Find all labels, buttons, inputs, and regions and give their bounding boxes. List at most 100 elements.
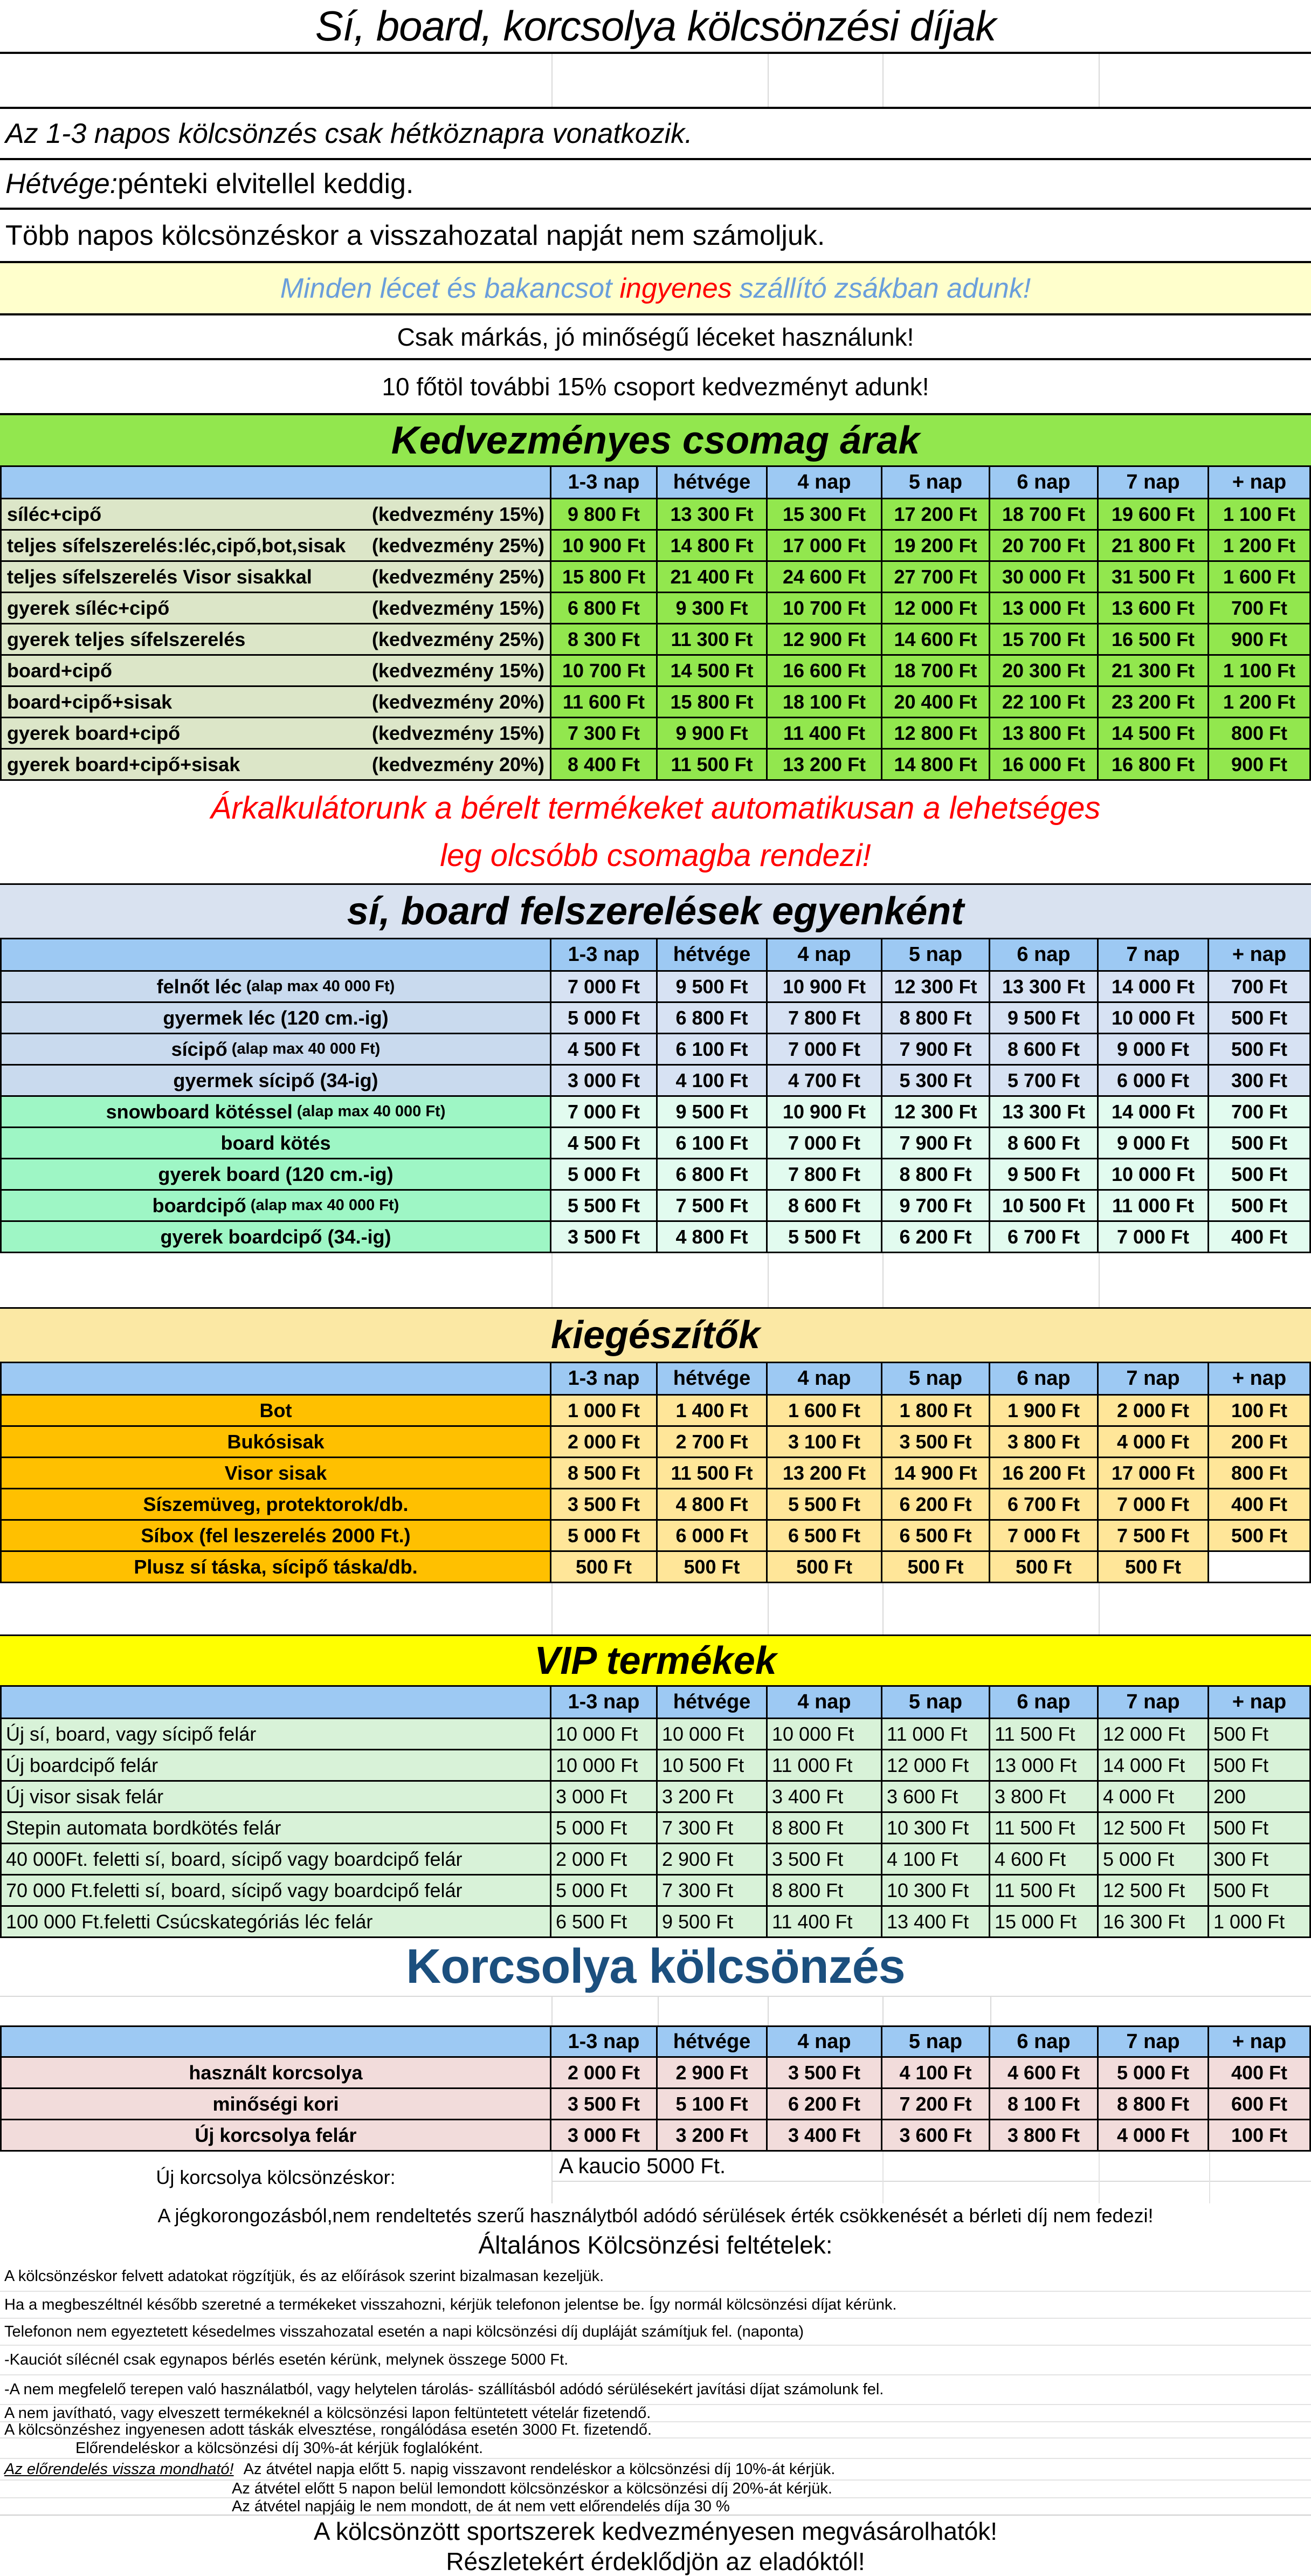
price-cell: 4 000 Ft <box>1099 2120 1209 2152</box>
price-cell: 4 000 Ft <box>1099 1427 1209 1458</box>
table-row: teljes sífelszerelés Visor sisakkal (kedv… <box>0 562 1311 593</box>
row-label: gyerek teljes sífelszerelés (kedvezmény 2… <box>0 624 551 656</box>
deposit-cells: A kaucio 5000 Ft. <box>551 2152 1311 2203</box>
price-cell: 7 900 Ft <box>882 1128 990 1159</box>
price-cell: 1 800 Ft <box>882 1396 990 1427</box>
price-cell: 5 700 Ft <box>990 1066 1099 1097</box>
price-cell: 11 400 Ft <box>768 1907 882 1938</box>
product-name: gyerek board (120 cm.-ig) <box>158 1163 394 1185</box>
condition-line: Az előrendelés vissza mondható! Az átvéte… <box>0 2459 1311 2481</box>
row-label: síléc+cipő (kedvezmény 15%) <box>0 499 551 531</box>
price-cell: 300 Ft <box>1209 1844 1311 1876</box>
table-row: Új boardcipő felár 10 000 Ft 10 500 Ft 11 0… <box>0 1750 1311 1782</box>
closing-note-2: Részletekért érdeklődjön az eladóktól! <box>446 2547 865 2575</box>
price-cell: 7 300 Ft <box>551 718 658 750</box>
price-cell: 9 900 Ft <box>658 718 768 750</box>
table-row: snowboard kötéssel (alap max 40 000 Ft) 7 … <box>0 1097 1311 1128</box>
price-cell: 4 500 Ft <box>551 1128 658 1159</box>
price-cell: 7 000 Ft <box>768 1034 882 1066</box>
product-sub-label: (alap max 40 000 Ft) <box>296 1103 446 1120</box>
price-cell: 6 200 Ft <box>882 1222 990 1253</box>
price-cell: 500 Ft <box>1209 1034 1311 1066</box>
promo-text-1: Minden lécet és bakancsot <box>280 272 612 304</box>
discount-label: (kedvezmény 15%) <box>371 722 544 744</box>
price-cell: 200 Ft <box>1209 1427 1311 1458</box>
table-row: gyerek board (120 cm.-ig) 5 000 Ft 6 800 F… <box>0 1159 1311 1191</box>
price-cell: 5 000 Ft <box>551 1003 658 1034</box>
row-label: board kötés <box>0 1128 551 1159</box>
promo-text-2: szállító zsákban adunk! <box>739 272 1031 304</box>
accessories-table: 1-3 nap hétvége 4 nap 5 nap 6 nap 7 nap + nap B… <box>0 1363 1311 1583</box>
price-cell: 1 600 Ft <box>768 1396 882 1427</box>
price-cell: 17 200 Ft <box>882 499 990 531</box>
condition-line: Az átvétel előtt 5 napon belül lemondott… <box>0 2480 1311 2498</box>
individual-equipment-title: sí, board felszerelések egyenként <box>0 883 1311 939</box>
price-cell: 30 000 Ft <box>990 562 1099 593</box>
column-header: hétvége <box>658 1363 768 1396</box>
column-header: 6 nap <box>990 1687 1099 1719</box>
vip-title: VIP termékek <box>0 1634 1311 1687</box>
price-cell: 27 700 Ft <box>882 562 990 593</box>
gridline <box>658 1997 659 2025</box>
price-cell: 11 500 Ft <box>990 1876 1099 1907</box>
price-cell: 500 Ft <box>1209 1813 1311 1844</box>
price-cell: 6 100 Ft <box>658 1128 768 1159</box>
price-cell: 13 000 Ft <box>990 1750 1099 1782</box>
product-name: board+cipő+sisak <box>7 690 172 713</box>
spacer-row <box>0 1253 1311 1307</box>
price-cell: 21 400 Ft <box>658 562 768 593</box>
price-cell: 500 Ft <box>1209 1128 1311 1159</box>
column-header-blank <box>0 939 551 972</box>
table-row: board+cipő (kedvezmény 15%) 10 700 Ft 14 50… <box>0 656 1311 687</box>
row-label: 40 000Ft. feletti sí, board, sícipő vagy… <box>0 1844 551 1876</box>
price-cell: 500 Ft <box>658 1552 768 1583</box>
table-row: 40 000Ft. feletti sí, board, sícipő vagy… <box>0 1844 1311 1876</box>
price-cell: 11 000 Ft <box>1099 1191 1209 1222</box>
row-label: board+cipő+sisak (kedvezmény 20%) <box>0 687 551 718</box>
table-row: teljes sífelszerelés:léc,cipő,bot,sisak (… <box>0 531 1311 562</box>
price-cell: 3 100 Ft <box>768 1427 882 1458</box>
table-header-row: 1-3 nap hétvége 4 nap 5 nap 6 nap 7 nap + nap <box>0 1363 1311 1396</box>
page-title: Sí, board, korcsolya kölcsönzési díjak <box>315 2 997 50</box>
price-cell: 600 Ft <box>1209 2089 1311 2120</box>
table-row: gyerek boardcipő (34.-ig) 3 500 Ft 4 800 F… <box>0 1222 1311 1253</box>
price-cell: 400 Ft <box>1209 1489 1311 1521</box>
price-cell: 4 100 Ft <box>658 1066 768 1097</box>
discount-label: (kedvezmény 20%) <box>371 690 544 713</box>
column-header: 5 nap <box>882 939 990 972</box>
row-label: Új visor sisak felár <box>0 1782 551 1813</box>
hockey-damage-note: A jégkorongozásból,nem rendeltetés szerű… <box>157 2204 1154 2227</box>
price-cell: 900 Ft <box>1209 750 1311 781</box>
table-row: gyerek teljes sífelszerelés (kedvezmény 2… <box>0 624 1311 656</box>
table-row: Bukósisak 2 000 Ft 2 700 Ft 3 100 Ft 3 500 F… <box>0 1427 1311 1458</box>
price-cell: 2 700 Ft <box>658 1427 768 1458</box>
note-group-discount: 10 főtöl további 15% csoport kedvezményt… <box>0 360 1311 415</box>
column-header-blank <box>0 1363 551 1396</box>
price-cell: 10 300 Ft <box>882 1876 990 1907</box>
note-weekend-rest: pénteki elvitellel keddig. <box>118 168 414 200</box>
price-cell: 3 800 Ft <box>990 2120 1099 2152</box>
price-cell: 700 Ft <box>1209 972 1311 1003</box>
table-row: síléc+cipő (kedvezmény 15%) 9 800 Ft 13 300… <box>0 499 1311 531</box>
skate-rental-header: Korcsolya kölcsönzés <box>0 1938 1311 2025</box>
row-label: 100 000 Ft.feletti Csúcskategóriás léc f… <box>0 1907 551 1938</box>
table-row: gyerek síléc+cipő (kedvezmény 15%) 6 800 F… <box>0 593 1311 624</box>
price-cell: 500 Ft <box>1209 1521 1311 1552</box>
price-cell: 8 300 Ft <box>551 624 658 656</box>
package-prices-title: Kedvezményes csomag árak <box>0 415 1311 467</box>
closing-note-1: A kölcsönzött sportszerek kedvezményesen… <box>313 2517 998 2545</box>
price-cell: 500 Ft <box>990 1552 1099 1583</box>
row-label: Visor sisak <box>0 1458 551 1489</box>
column-header: hétvége <box>658 2025 768 2058</box>
price-cell: 23 200 Ft <box>1099 687 1209 718</box>
price-cell: 19 600 Ft <box>1099 499 1209 531</box>
price-cell: 4 800 Ft <box>658 1222 768 1253</box>
price-cell: 500 Ft <box>551 1552 658 1583</box>
price-cell: 14 000 Ft <box>1099 1097 1209 1128</box>
price-cell: 7 800 Ft <box>768 1159 882 1191</box>
price-cell: 13 300 Ft <box>658 499 768 531</box>
price-cell: 8 600 Ft <box>768 1191 882 1222</box>
gridline <box>768 1253 769 1307</box>
gridline <box>768 1583 769 1634</box>
gridline <box>882 54 884 107</box>
